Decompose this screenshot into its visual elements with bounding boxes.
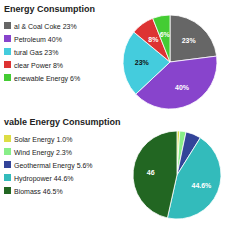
legend-label: Hydropower 44.6% [14,175,74,183]
legend-swatch [4,187,11,194]
wedges [133,131,221,219]
wedges [123,15,217,109]
legend-swatch [4,148,11,155]
legend-swatch [4,161,11,168]
wedge [133,131,177,218]
data-label: 46 [147,169,155,176]
chart: Energy Consumption al & Coal Coke 23% Petr… [0,0,225,225]
legend-label: al & Coal Coke 23% [14,23,77,30]
data-label: 40% [175,84,190,91]
legend-swatch [4,48,11,55]
data-label: 6% [160,31,171,38]
legend-swatch [4,174,11,181]
pie-chart: Energy Consumption al & Coal Coke 23% Petr… [4,4,217,109]
legend-label: Biomass 46.5% [14,188,63,195]
legend: al & Coal Coke 23% Petroleum 40% tural Gas… [4,22,80,83]
legend-label: tural Gas 23% [14,49,58,56]
legend-swatch [4,61,11,68]
wedge [170,15,217,62]
title: vable Energy Consumption [4,117,121,127]
data-labels: 44.6% 46 [147,169,212,189]
legend-label: Solar Energy 1.0% [14,136,72,144]
title: Energy Consumption [4,4,95,14]
pie-chart: vable Energy Consumption Solar Energy 1.0… [4,117,221,219]
legend-label: Petroleum 40% [14,36,62,43]
legend-swatch [4,74,11,81]
legend-swatch [4,35,11,42]
data-label: 23% [135,59,150,66]
legend-label: enewable Energy 6% [14,75,80,83]
legend-label: clear Power 8% [14,62,63,69]
legend-swatch [4,135,11,142]
data-label: 8% [148,36,159,43]
legend-label: Geothermal Energy 5.6% [14,162,93,170]
data-labels: 23% 40% 23% 8%6% [135,31,197,91]
data-label: 44.6% [191,182,212,189]
legend-swatch [4,22,11,29]
data-label: 23% [182,37,197,44]
legend: Solar Energy 1.0% Wind Energy 2.3% Geother… [4,135,93,195]
legend-label: Wind Energy 2.3% [14,149,72,157]
